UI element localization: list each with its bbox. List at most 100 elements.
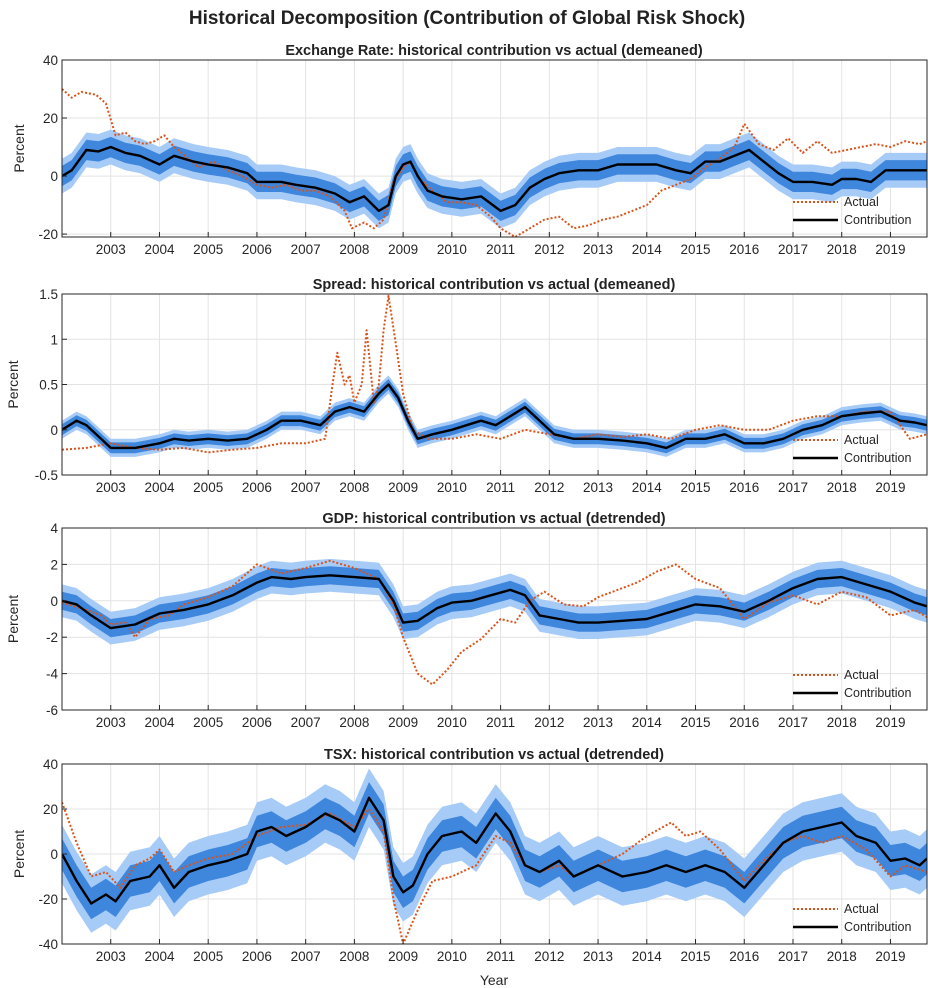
panel-1: Exchange Rate: historical contribution v… bbox=[11, 43, 928, 257]
legend-label-contribution: Contribution bbox=[844, 213, 911, 227]
x-tick-label: 2015 bbox=[680, 949, 710, 964]
x-tick-label: 2015 bbox=[680, 480, 710, 495]
legend: Actual Contribution bbox=[793, 668, 911, 700]
x-tick-label: 2003 bbox=[96, 715, 126, 730]
x-tick-label: 2019 bbox=[875, 715, 905, 730]
y-tick-label: 0.5 bbox=[39, 378, 58, 393]
x-tick-label: 2006 bbox=[242, 480, 272, 495]
series-actual-line bbox=[62, 801, 927, 944]
x-tick-label: 2014 bbox=[632, 949, 663, 964]
legend-label-contribution: Contribution bbox=[844, 920, 911, 934]
panel-title: TSX: historical contribution vs actual (… bbox=[324, 747, 664, 763]
x-tick-label: 2006 bbox=[242, 949, 272, 964]
axes-frame bbox=[61, 527, 928, 711]
y-tick-label: 4 bbox=[50, 521, 58, 536]
y-tick-label: 0 bbox=[50, 423, 58, 438]
x-tick-label: 2008 bbox=[339, 480, 369, 495]
series-contribution-line bbox=[62, 383, 927, 450]
x-tick-label: 2007 bbox=[291, 480, 321, 495]
x-tick-label: 2012 bbox=[534, 480, 564, 495]
legend-label-contribution: Contribution bbox=[844, 686, 911, 700]
x-tick-label: 2019 bbox=[875, 480, 905, 495]
x-tick-label: 2011 bbox=[486, 480, 515, 495]
y-tick-label: 20 bbox=[43, 802, 58, 817]
figure-title: Historical Decomposition (Contribution o… bbox=[189, 8, 745, 29]
x-tick-label: 2012 bbox=[534, 242, 564, 257]
panel-2: Spread: historical contribution vs actua… bbox=[5, 277, 928, 495]
legend: Actual Contribution bbox=[793, 902, 911, 934]
x-tick-label: 2010 bbox=[437, 480, 467, 495]
x-tick-label: 2004 bbox=[144, 715, 175, 730]
plot-area bbox=[62, 768, 927, 944]
y-tick-label: 40 bbox=[43, 757, 58, 772]
x-tick-label: 2005 bbox=[193, 242, 223, 257]
x-tick-label: 2016 bbox=[729, 715, 759, 730]
x-tick-label: 2010 bbox=[437, 715, 467, 730]
x-tick-label: 2012 bbox=[534, 715, 564, 730]
y-tick-label: 0 bbox=[50, 169, 58, 184]
legend-label-actual: Actual bbox=[844, 195, 879, 209]
x-tick-label: 2013 bbox=[583, 242, 613, 257]
y-tick-label: 20 bbox=[43, 111, 58, 126]
y-tick-label: 1 bbox=[50, 332, 58, 347]
x-tick-label: 2009 bbox=[388, 242, 418, 257]
x-tick-label: 2005 bbox=[193, 949, 223, 964]
x-tick-label: 2007 bbox=[291, 715, 321, 730]
x-tick-label: 2009 bbox=[388, 480, 418, 495]
x-tick-label: 2018 bbox=[827, 242, 857, 257]
y-tick-label: 40 bbox=[43, 53, 58, 68]
x-tick-label: 2015 bbox=[680, 242, 710, 257]
x-tick-label: 2014 bbox=[632, 242, 663, 257]
plot-area bbox=[62, 88, 927, 237]
x-tick-label: 2017 bbox=[778, 949, 808, 964]
y-axis-label: Percent bbox=[5, 360, 21, 408]
series-actual-line bbox=[62, 294, 927, 454]
y-axis-label: Percent bbox=[11, 124, 27, 172]
x-tick-label: 2016 bbox=[729, 949, 759, 964]
y-tick-label: 0 bbox=[50, 847, 58, 862]
x-tick-label: 2008 bbox=[339, 949, 369, 964]
y-axis-label: Percent bbox=[11, 830, 27, 878]
panel-title: Spread: historical contribution vs actua… bbox=[313, 277, 676, 293]
x-tick-label: 2006 bbox=[242, 242, 272, 257]
x-tick-label: 2014 bbox=[632, 715, 663, 730]
plot-area bbox=[62, 558, 927, 686]
y-tick-label: -4 bbox=[46, 667, 58, 682]
x-tick-label: 2007 bbox=[291, 949, 321, 964]
x-tick-label: 2011 bbox=[486, 949, 515, 964]
panel-title: Exchange Rate: historical contribution v… bbox=[285, 43, 703, 59]
legend-label-actual: Actual bbox=[844, 433, 879, 447]
y-tick-label: 1.5 bbox=[39, 287, 58, 302]
axes-frame bbox=[61, 59, 928, 238]
y-tick-label: -20 bbox=[38, 892, 58, 907]
series-contribution-line bbox=[62, 796, 927, 905]
legend-label-contribution: Contribution bbox=[844, 451, 911, 465]
x-tick-label: 2004 bbox=[144, 949, 175, 964]
y-tick-label: -2 bbox=[46, 630, 58, 645]
x-tick-label: 2015 bbox=[680, 715, 710, 730]
x-tick-label: 2010 bbox=[437, 242, 467, 257]
series-contribution-line bbox=[62, 574, 927, 630]
x-tick-label: 2016 bbox=[729, 480, 759, 495]
x-tick-label: 2009 bbox=[388, 715, 418, 730]
confidence-band-inner bbox=[62, 566, 927, 638]
x-tick-label: 2019 bbox=[875, 949, 905, 964]
confidence-band-inner bbox=[62, 782, 927, 920]
x-tick-label: 2003 bbox=[96, 242, 126, 257]
x-tick-label: 2013 bbox=[583, 715, 613, 730]
x-tick-label: 2005 bbox=[193, 715, 223, 730]
x-tick-label: 2019 bbox=[875, 242, 905, 257]
x-tick-label: 2013 bbox=[583, 480, 613, 495]
y-tick-label: 0 bbox=[50, 594, 58, 609]
panel-title: GDP: historical contribution vs actual (… bbox=[322, 511, 665, 527]
x-tick-label: 2012 bbox=[534, 949, 564, 964]
x-tick-label: 2011 bbox=[486, 715, 515, 730]
y-tick-label: -6 bbox=[46, 703, 58, 718]
y-tick-label: -0.5 bbox=[35, 468, 58, 483]
confidence-band-inner bbox=[62, 136, 927, 221]
series-contribution-line bbox=[62, 145, 927, 213]
legend-label-actual: Actual bbox=[844, 668, 879, 682]
x-tick-label: 2009 bbox=[388, 949, 418, 964]
legend-label-actual: Actual bbox=[844, 902, 879, 916]
